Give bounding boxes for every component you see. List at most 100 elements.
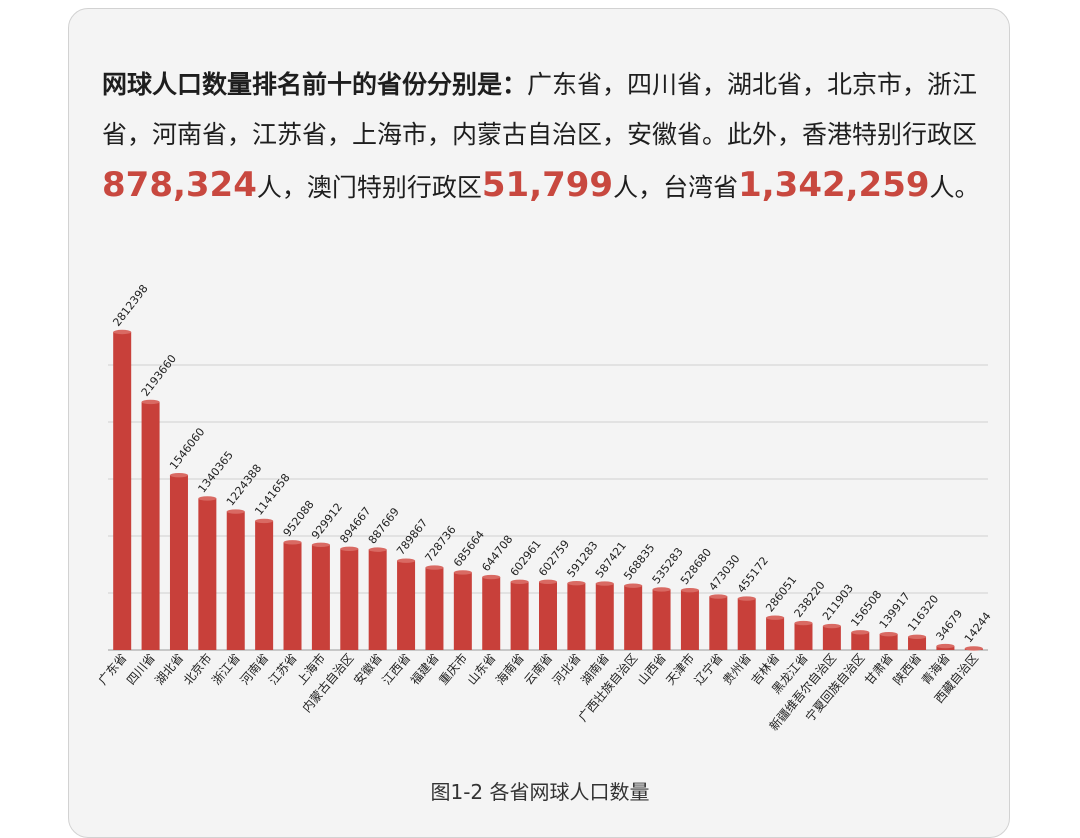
bar (141, 401, 160, 650)
bar-cap (368, 547, 387, 552)
x-tick-label: 山西省 (635, 651, 669, 688)
bar-cap (397, 558, 416, 563)
bar (283, 542, 302, 650)
bar (113, 332, 132, 650)
bar-cap (709, 594, 728, 599)
intro-province-list: 广东省，四川省，湖北省，北京市，浙江省，河南省，江苏省，上海市，内蒙古自治区，安… (102, 70, 978, 149)
bar-cap (226, 509, 245, 514)
bar (510, 581, 529, 650)
x-tick-label: 四川省 (124, 651, 158, 688)
bar (624, 585, 643, 650)
bar-cap (141, 399, 160, 405)
x-tick-label: 重庆市 (435, 650, 470, 687)
bar-cap (822, 623, 841, 629)
bar-cap (851, 630, 870, 635)
bar (169, 475, 188, 650)
bar-cap (425, 565, 444, 570)
x-tick-label: 辽宁省 (691, 650, 726, 687)
x-tick-label: 北京市 (180, 650, 215, 687)
macau-value: 51,799 (481, 165, 614, 205)
bar-cap (198, 496, 217, 501)
bar-cap (908, 634, 927, 640)
bar (680, 590, 699, 650)
bar-cap (737, 596, 756, 601)
bar-cap (283, 540, 302, 545)
data-label: 1546060 (167, 425, 207, 472)
content-card (68, 8, 1010, 838)
bar (822, 626, 841, 650)
data-label: 14244 (962, 610, 994, 646)
bar-cap (169, 472, 188, 478)
x-tick-label: 浙江省 (209, 651, 243, 688)
x-tick-label: 海南省 (492, 650, 527, 687)
bar (340, 548, 359, 650)
bar (908, 636, 927, 650)
data-label: 34679 (934, 607, 966, 643)
x-tick-label: 天津市 (663, 650, 698, 687)
bar (482, 577, 501, 650)
bar-cap (340, 546, 359, 552)
bar (226, 511, 245, 650)
bar-cap (680, 588, 699, 593)
x-tick-label: 江苏省 (266, 651, 300, 688)
bar-cap (539, 579, 557, 585)
bar-cap (936, 643, 955, 649)
bar (766, 617, 785, 650)
figure-caption: 图1-2 各省网球人口数量 (430, 780, 650, 804)
bar (539, 581, 557, 650)
bar-cap (482, 574, 501, 580)
bar (737, 598, 756, 650)
bar (794, 623, 813, 650)
intro-lead: 网球人口数量排名前十的省份分别是： (102, 70, 528, 99)
bar-cap (113, 329, 132, 335)
x-tick-label: 甘肃省 (862, 651, 896, 688)
bar-cap (595, 581, 614, 586)
bar-cap (624, 583, 643, 588)
x-tick-label: 河北省 (550, 651, 584, 688)
intro-paragraph: 网球人口数量排名前十的省份分别是：广东省，四川省，湖北省，北京市，浙江省，河南省… (102, 60, 1002, 213)
x-tick-label: 陕西省 (890, 650, 925, 687)
x-tick-label: 江西省 (379, 651, 413, 688)
data-label: 2812398 (110, 282, 150, 329)
bar-cap (879, 631, 898, 637)
bar-cap (794, 620, 813, 626)
taiwan-value: 1,342,259 (738, 165, 930, 205)
x-tick-label: 河南省 (237, 650, 272, 687)
data-label: 789867 (394, 516, 430, 557)
x-tick-label: 贵州省 (720, 651, 754, 688)
bar (311, 544, 330, 650)
x-tick-label: 福建省 (407, 650, 442, 687)
data-label: 1340365 (195, 449, 235, 496)
bar-chart: 2812398 广东省 2193660 四川省 1546060 湖北省 1340365 北京市… (96, 282, 994, 733)
bar-cap (453, 570, 472, 575)
bar-cap (567, 580, 586, 586)
x-tick-label: 广东省 (96, 651, 130, 688)
bar (453, 572, 472, 650)
bar (397, 560, 416, 650)
bar (879, 634, 898, 650)
intro-mid-2: 人，台湾省 (613, 173, 739, 202)
x-tick-label: 安徽省 (350, 650, 385, 687)
intro-end: 人。 (929, 173, 980, 202)
bar (652, 589, 671, 650)
bar (368, 549, 387, 650)
bar (198, 498, 217, 650)
bar (851, 632, 870, 650)
bar-cap (766, 615, 785, 620)
bar-cap (311, 542, 330, 548)
hongkong-value: 878,324 (102, 165, 257, 205)
bar (709, 596, 728, 650)
data-label: 1141658 (252, 471, 292, 518)
bar-cap (652, 587, 671, 592)
bar (567, 583, 586, 650)
data-label: 2193660 (139, 352, 179, 399)
intro-mid-1: 人，澳门特别行政区 (256, 173, 482, 202)
bar-cap (964, 646, 983, 651)
bar-cap (255, 518, 274, 524)
bar (595, 583, 614, 650)
x-tick-label: 湖北省 (152, 650, 187, 687)
bar (255, 520, 274, 650)
bar (425, 567, 444, 650)
bar-cap (510, 579, 529, 585)
x-tick-label: 山东省 (465, 651, 499, 688)
